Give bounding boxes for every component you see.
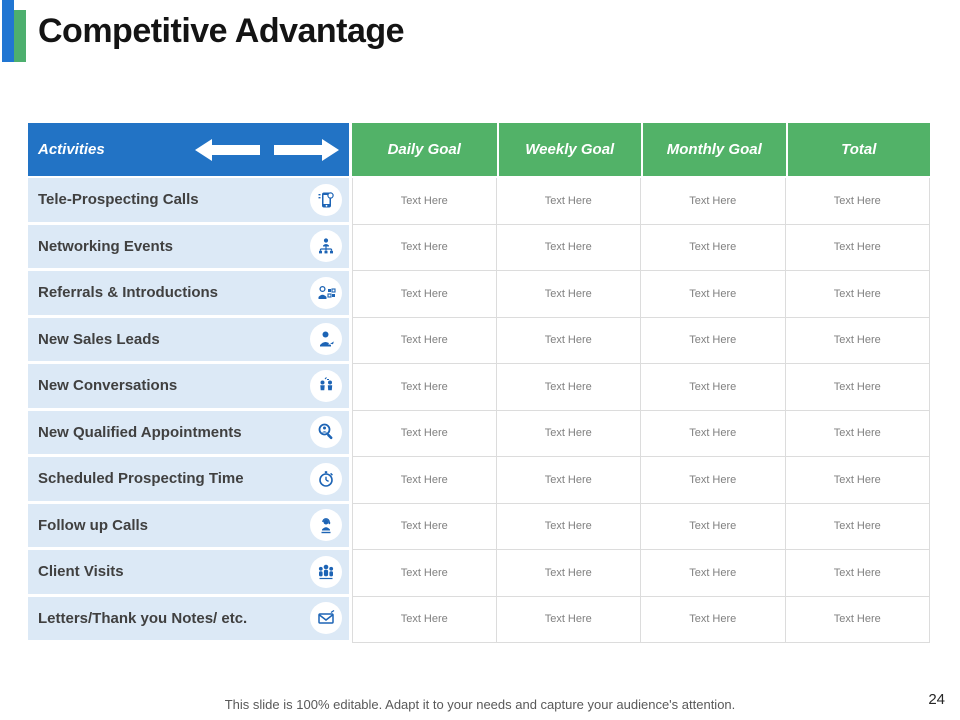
table-cell: Text Here <box>352 224 497 271</box>
accent-bar-green <box>14 10 26 62</box>
table-cell: Text Here <box>496 224 641 271</box>
search-person-icon <box>310 416 342 449</box>
table-cell: Text Here <box>496 178 641 225</box>
table-cell: Text Here <box>641 317 786 364</box>
table-cell: Text Here <box>641 596 786 643</box>
letter-icon <box>310 602 342 635</box>
activity-label: New Conversations <box>38 377 178 395</box>
conversation-icon <box>310 369 342 402</box>
goals-table: Activities Daily Goal Weekly Goal Monthly G… <box>28 123 930 643</box>
table-cell: Text Here <box>641 178 786 225</box>
referral-icon <box>310 276 342 309</box>
table-cell: Text Here <box>641 503 786 550</box>
header-arrows <box>195 138 339 161</box>
table-cell: Text Here <box>641 410 786 457</box>
table-cell: Text Here <box>785 224 930 271</box>
table-row-label: New Conversations <box>28 364 352 411</box>
column-header-weekly-goal: Weekly Goal <box>496 123 641 178</box>
column-header-activities: Activities <box>28 123 352 178</box>
table-row-label: Tele-Prospecting Calls <box>28 178 352 225</box>
table-row-label: Scheduled Prospecting Time <box>28 457 352 504</box>
network-icon <box>310 230 342 263</box>
table-cell: Text Here <box>352 178 497 225</box>
footer-note: This slide is 100% editable. Adapt it to… <box>224 697 736 712</box>
table-cell: Text Here <box>352 364 497 411</box>
table-cell: Text Here <box>785 271 930 318</box>
table-cell: Text Here <box>641 271 786 318</box>
table-cell: Text Here <box>785 364 930 411</box>
table-cell: Text Here <box>352 271 497 318</box>
phone-icon <box>310 183 342 216</box>
activity-label: Networking Events <box>38 237 174 255</box>
table-row-label: Referrals & Introductions <box>28 271 352 318</box>
people-group-icon <box>310 555 342 588</box>
table-cell: Text Here <box>785 410 930 457</box>
activity-label: Scheduled Prospecting Time <box>38 470 244 488</box>
table-cell: Text Here <box>352 596 497 643</box>
activity-label: Follow up Calls <box>38 516 149 534</box>
table-cell: Text Here <box>641 364 786 411</box>
column-header-monthly-goal: Monthly Goal <box>641 123 786 178</box>
table-cell: Text Here <box>352 550 497 597</box>
column-header-daily-goal: Daily Goal <box>352 123 497 178</box>
table-cell: Text Here <box>785 503 930 550</box>
table-row-label: New Qualified Appointments <box>28 410 352 457</box>
table-cell: Text Here <box>496 550 641 597</box>
table-cell: Text Here <box>496 503 641 550</box>
left-arrow-icon <box>195 138 260 161</box>
activity-label: Letters/Thank you Notes/ etc. <box>38 609 248 627</box>
table-cell: Text Here <box>785 596 930 643</box>
table-cell: Text Here <box>496 596 641 643</box>
table-cell: Text Here <box>785 317 930 364</box>
page-title: Competitive Advantage <box>38 12 405 50</box>
table-cell: Text Here <box>785 178 930 225</box>
table-row-label: Networking Events <box>28 224 352 271</box>
table-cell: Text Here <box>352 410 497 457</box>
table-cell: Text Here <box>641 224 786 271</box>
right-arrow-icon <box>274 138 339 161</box>
activity-label: Client Visits <box>38 563 124 581</box>
table-cell: Text Here <box>496 271 641 318</box>
accent-bar-blue <box>2 0 14 62</box>
table-cell: Text Here <box>641 550 786 597</box>
activity-label: New Qualified Appointments <box>38 423 242 441</box>
activity-label: Tele-Prospecting Calls <box>38 191 199 209</box>
headset-icon <box>310 509 342 542</box>
table-row-label: Letters/Thank you Notes/ etc. <box>28 596 352 643</box>
table-cell: Text Here <box>496 317 641 364</box>
sales-lead-icon <box>310 323 342 356</box>
table-cell: Text Here <box>352 457 497 504</box>
table-cell: Text Here <box>785 457 930 504</box>
table-cell: Text Here <box>352 503 497 550</box>
page-number: 24 <box>928 691 945 708</box>
table-cell: Text Here <box>641 457 786 504</box>
table-cell: Text Here <box>496 364 641 411</box>
activities-header-label: Activities <box>38 141 105 158</box>
column-header-total: Total <box>785 123 930 178</box>
table-cell: Text Here <box>785 550 930 597</box>
activity-label: Referrals & Introductions <box>38 284 219 302</box>
table-row-label: Follow up Calls <box>28 503 352 550</box>
stopwatch-icon <box>310 462 342 495</box>
table-cell: Text Here <box>352 317 497 364</box>
table-cell: Text Here <box>496 457 641 504</box>
table-cell: Text Here <box>496 410 641 457</box>
activity-label: New Sales Leads <box>38 330 160 348</box>
table-row-label: New Sales Leads <box>28 317 352 364</box>
table-row-label: Client Visits <box>28 550 352 597</box>
